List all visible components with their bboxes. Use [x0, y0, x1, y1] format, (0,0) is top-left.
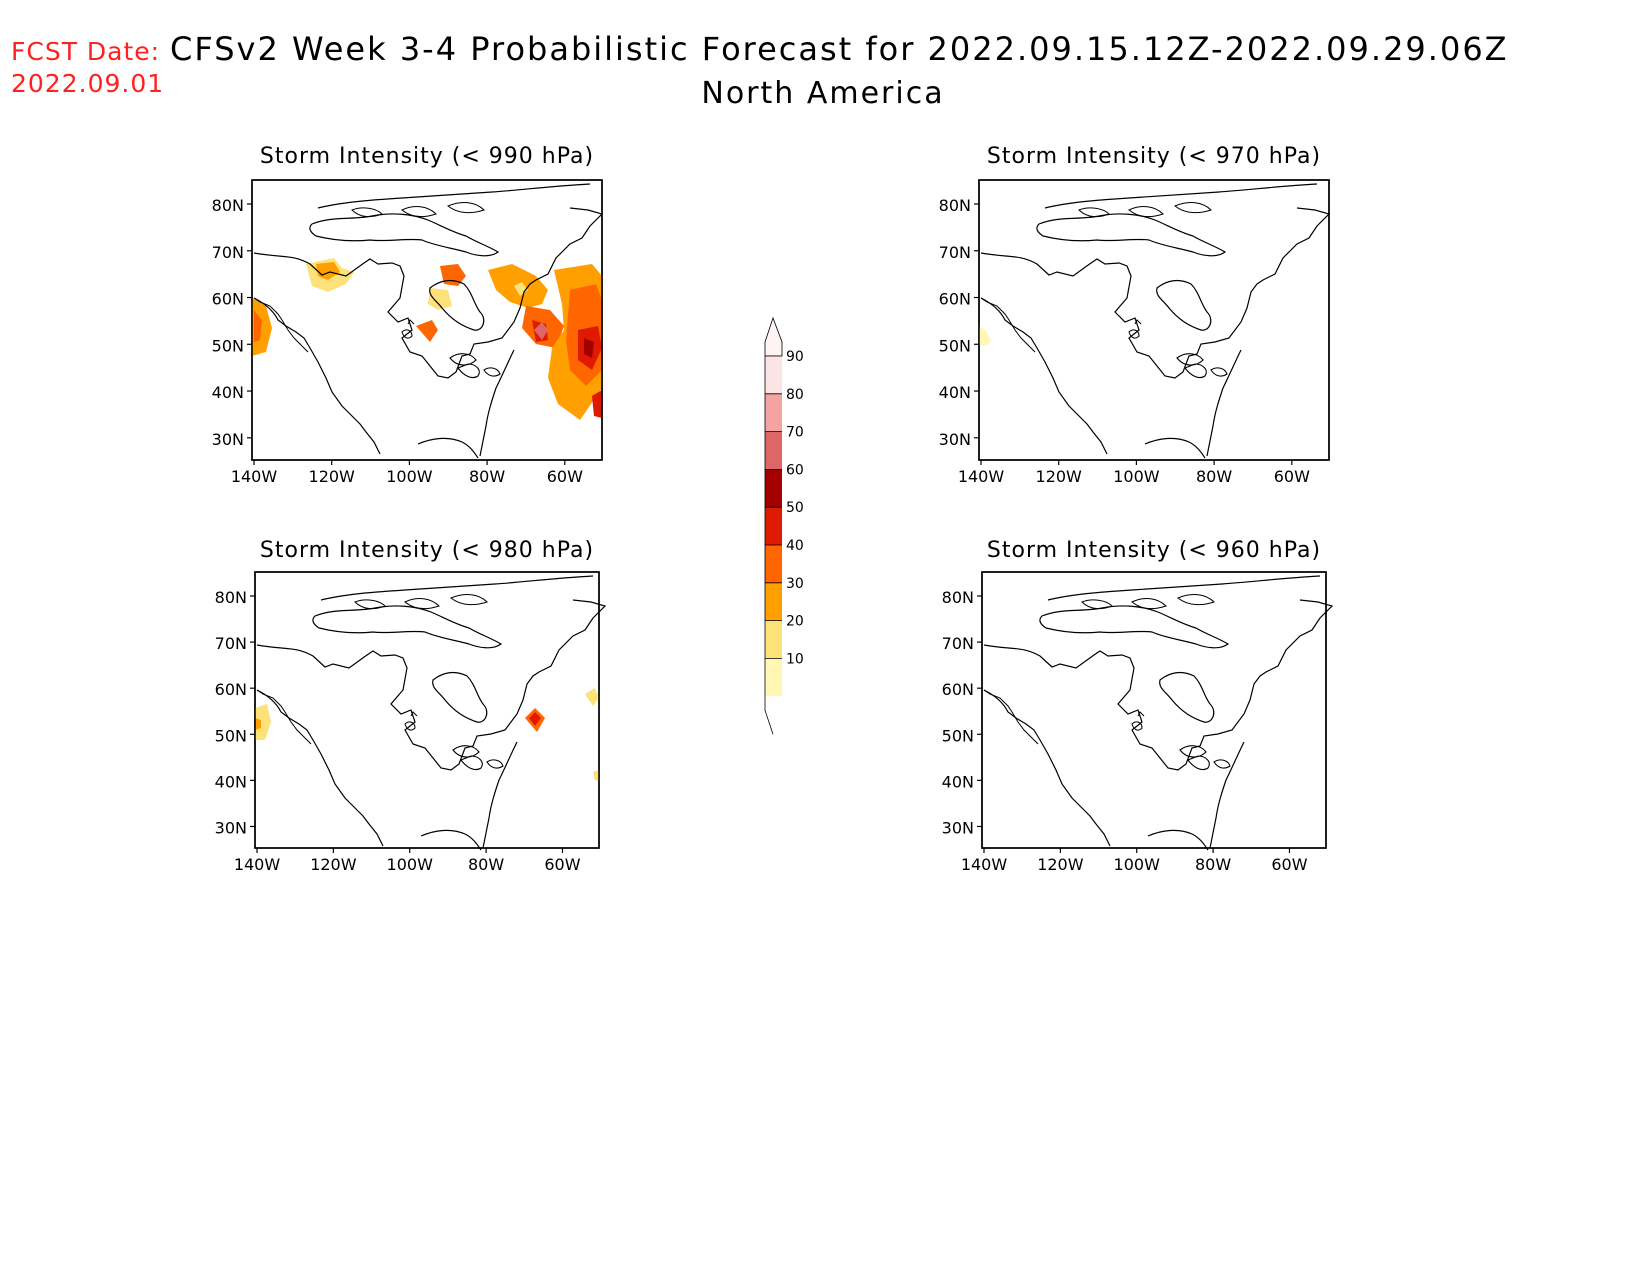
colorbar-swatch [765, 582, 782, 621]
lon-tick-label-990: 100W [386, 467, 433, 486]
lon-tick-label-990: 140W [231, 467, 278, 486]
lat-tick-label-970: 40N [939, 383, 971, 402]
colorbar-swatch [765, 545, 782, 583]
panel-980hpa: Storm Intensity (< 980 hPa) [254, 538, 606, 851]
lon-tick-label-980: 60W [544, 855, 580, 874]
lon-tick-label-970: 60W [1274, 467, 1310, 486]
lat-tick-label-960: 70N [942, 634, 974, 653]
map-frame-990 [251, 179, 603, 461]
colorbar-level-label: 90 [786, 349, 804, 365]
colorbar-level-label: 20 [786, 614, 804, 630]
colorbar-level-label: 80 [786, 387, 804, 403]
lat-tick-label-990: 70N [212, 243, 244, 262]
colorbar-swatch [765, 431, 782, 470]
forecast-date-block: FCST Date: 2022.09.01 [11, 36, 164, 100]
lon-tick-label-980: 100W [387, 855, 434, 874]
lat-tick-label-980: 70N [215, 634, 247, 653]
lat-tick-label-960: 50N [942, 726, 974, 745]
lat-tick-label-980: 30N [215, 818, 247, 837]
lon-tick-label-970: 120W [1036, 467, 1083, 486]
lat-tick-label-990: 60N [212, 290, 244, 309]
lat-tick-label-970: 30N [939, 430, 971, 449]
panel-title-990: Storm Intensity (< 990 hPa) [260, 144, 594, 169]
lat-tick-label-970: 70N [939, 243, 971, 262]
probability-shading-990 [252, 258, 602, 420]
lon-tick-label-960: 60W [1271, 855, 1307, 874]
colorbar-swatch [765, 356, 782, 394]
lat-tick-label-980: 40N [215, 772, 247, 791]
lat-tick-label-980: 50N [215, 726, 247, 745]
lat-tick-label-990: 50N [212, 336, 244, 355]
lon-tick-label-970: 140W [958, 467, 1005, 486]
forecast-date-label: FCST Date: [11, 37, 161, 66]
panel-title-970: Storm Intensity (< 970 hPa) [987, 144, 1321, 169]
lon-tick-label-960: 100W [1114, 855, 1161, 874]
colorbar-level-label: 60 [786, 462, 804, 478]
panel-960hpa: Storm Intensity (< 960 hPa) [981, 538, 1333, 851]
colorbar-swatch [765, 507, 782, 545]
colorbar-swatch [765, 469, 782, 508]
region-subtitle: North America [0, 76, 1650, 111]
map-frame-970 [978, 179, 1330, 461]
panel-990hpa: Storm Intensity (< 990 hPa) [251, 144, 603, 461]
colorbar-bottom-arrow [764, 696, 774, 735]
lon-tick-label-980: 80W [468, 855, 504, 874]
map-frame-980 [254, 571, 606, 851]
colorbar-level-label: 30 [786, 576, 804, 592]
colorbar-level-label: 40 [786, 538, 804, 554]
panel-title-960: Storm Intensity (< 960 hPa) [987, 538, 1321, 563]
lat-tick-label-970: 60N [939, 290, 971, 309]
lon-tick-label-990: 60W [547, 467, 583, 486]
page-title: CFSv2 Week 3-4 Probabilistic Forecast fo… [170, 30, 1509, 68]
lat-tick-label-960: 60N [942, 680, 974, 699]
lon-tick-label-990: 120W [309, 467, 356, 486]
colorbar-legend: 90 80 70 60 50 40 30 20 10 [764, 316, 804, 735]
axis-labels: 80N 70N 60N 50N 40N 30N 140W 120W 100W 80W 60W 80N 7… [212, 196, 1310, 874]
lat-tick-label-960: 30N [942, 818, 974, 837]
lat-tick-label-980: 80N [215, 588, 247, 607]
lat-tick-label-980: 60N [215, 680, 247, 699]
colorbar-top-arrow [764, 316, 783, 357]
lon-tick-label-960: 80W [1195, 855, 1231, 874]
colorbar-level-label: 50 [786, 500, 804, 516]
lon-tick-label-970: 80W [1196, 467, 1232, 486]
lat-tick-label-990: 30N [212, 430, 244, 449]
lat-tick-label-960: 40N [942, 772, 974, 791]
panel-970hpa: Storm Intensity (< 970 hPa) [978, 144, 1330, 461]
probability-shading-980 [255, 688, 599, 782]
region-label: North America [701, 76, 945, 111]
probability-shading-970 [979, 326, 991, 346]
lat-tick-label-970: 50N [939, 336, 971, 355]
map-frame-960 [981, 571, 1333, 851]
lat-tick-label-990: 40N [212, 383, 244, 402]
colorbar-swatch [765, 393, 782, 432]
panel-title-980: Storm Intensity (< 980 hPa) [260, 538, 594, 563]
colorbar-swatch [765, 620, 782, 659]
lon-tick-label-980: 120W [310, 855, 357, 874]
lat-tick-label-990: 80N [212, 196, 244, 215]
lat-tick-label-970: 80N [939, 196, 971, 215]
forecast-date-value: 2022.09.01 [11, 69, 165, 98]
lat-tick-label-960: 80N [942, 588, 974, 607]
lon-tick-label-990: 80W [469, 467, 505, 486]
colorbar-swatch [765, 658, 782, 697]
lon-tick-label-960: 140W [961, 855, 1008, 874]
colorbar-level-label: 70 [786, 425, 804, 441]
lon-tick-label-970: 100W [1113, 467, 1160, 486]
lon-tick-label-980: 140W [234, 855, 281, 874]
lon-tick-label-960: 120W [1037, 855, 1084, 874]
colorbar-level-label: 10 [786, 651, 804, 667]
